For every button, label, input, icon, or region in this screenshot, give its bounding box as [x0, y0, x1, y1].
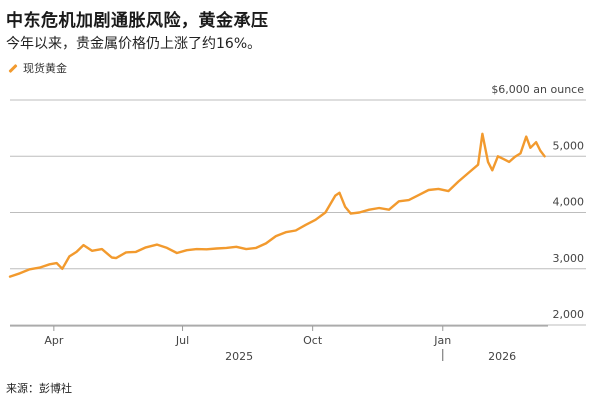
year-label: 2025: [225, 350, 253, 363]
chart-subtitle: 今年以来，贵金属价格仍上涨了约16%。: [6, 36, 262, 52]
x-tick-label: Jul: [175, 334, 189, 347]
y-tick-label: 2,000: [553, 308, 585, 321]
chart-title: 中东危机加剧通胀风险，黄金承压: [6, 11, 269, 31]
legend-label: 现货黄金: [23, 62, 67, 75]
x-tick-label: Apr: [44, 334, 64, 347]
y-tick-label: 3,000: [553, 252, 585, 265]
source-note: 来源：彭博社: [6, 382, 72, 395]
series-line-spot-gold: [8, 132, 546, 278]
legend: 现货黄金: [8, 60, 67, 76]
x-tick-label: Jan: [433, 334, 451, 347]
y-tick-label: 5,000: [553, 139, 585, 152]
y-tick-label: 4,000: [553, 196, 585, 209]
y-tick-label: $6,000 an ounce: [491, 83, 584, 96]
year-label: 2026: [488, 350, 516, 363]
x-tick-label: Oct: [303, 334, 323, 347]
